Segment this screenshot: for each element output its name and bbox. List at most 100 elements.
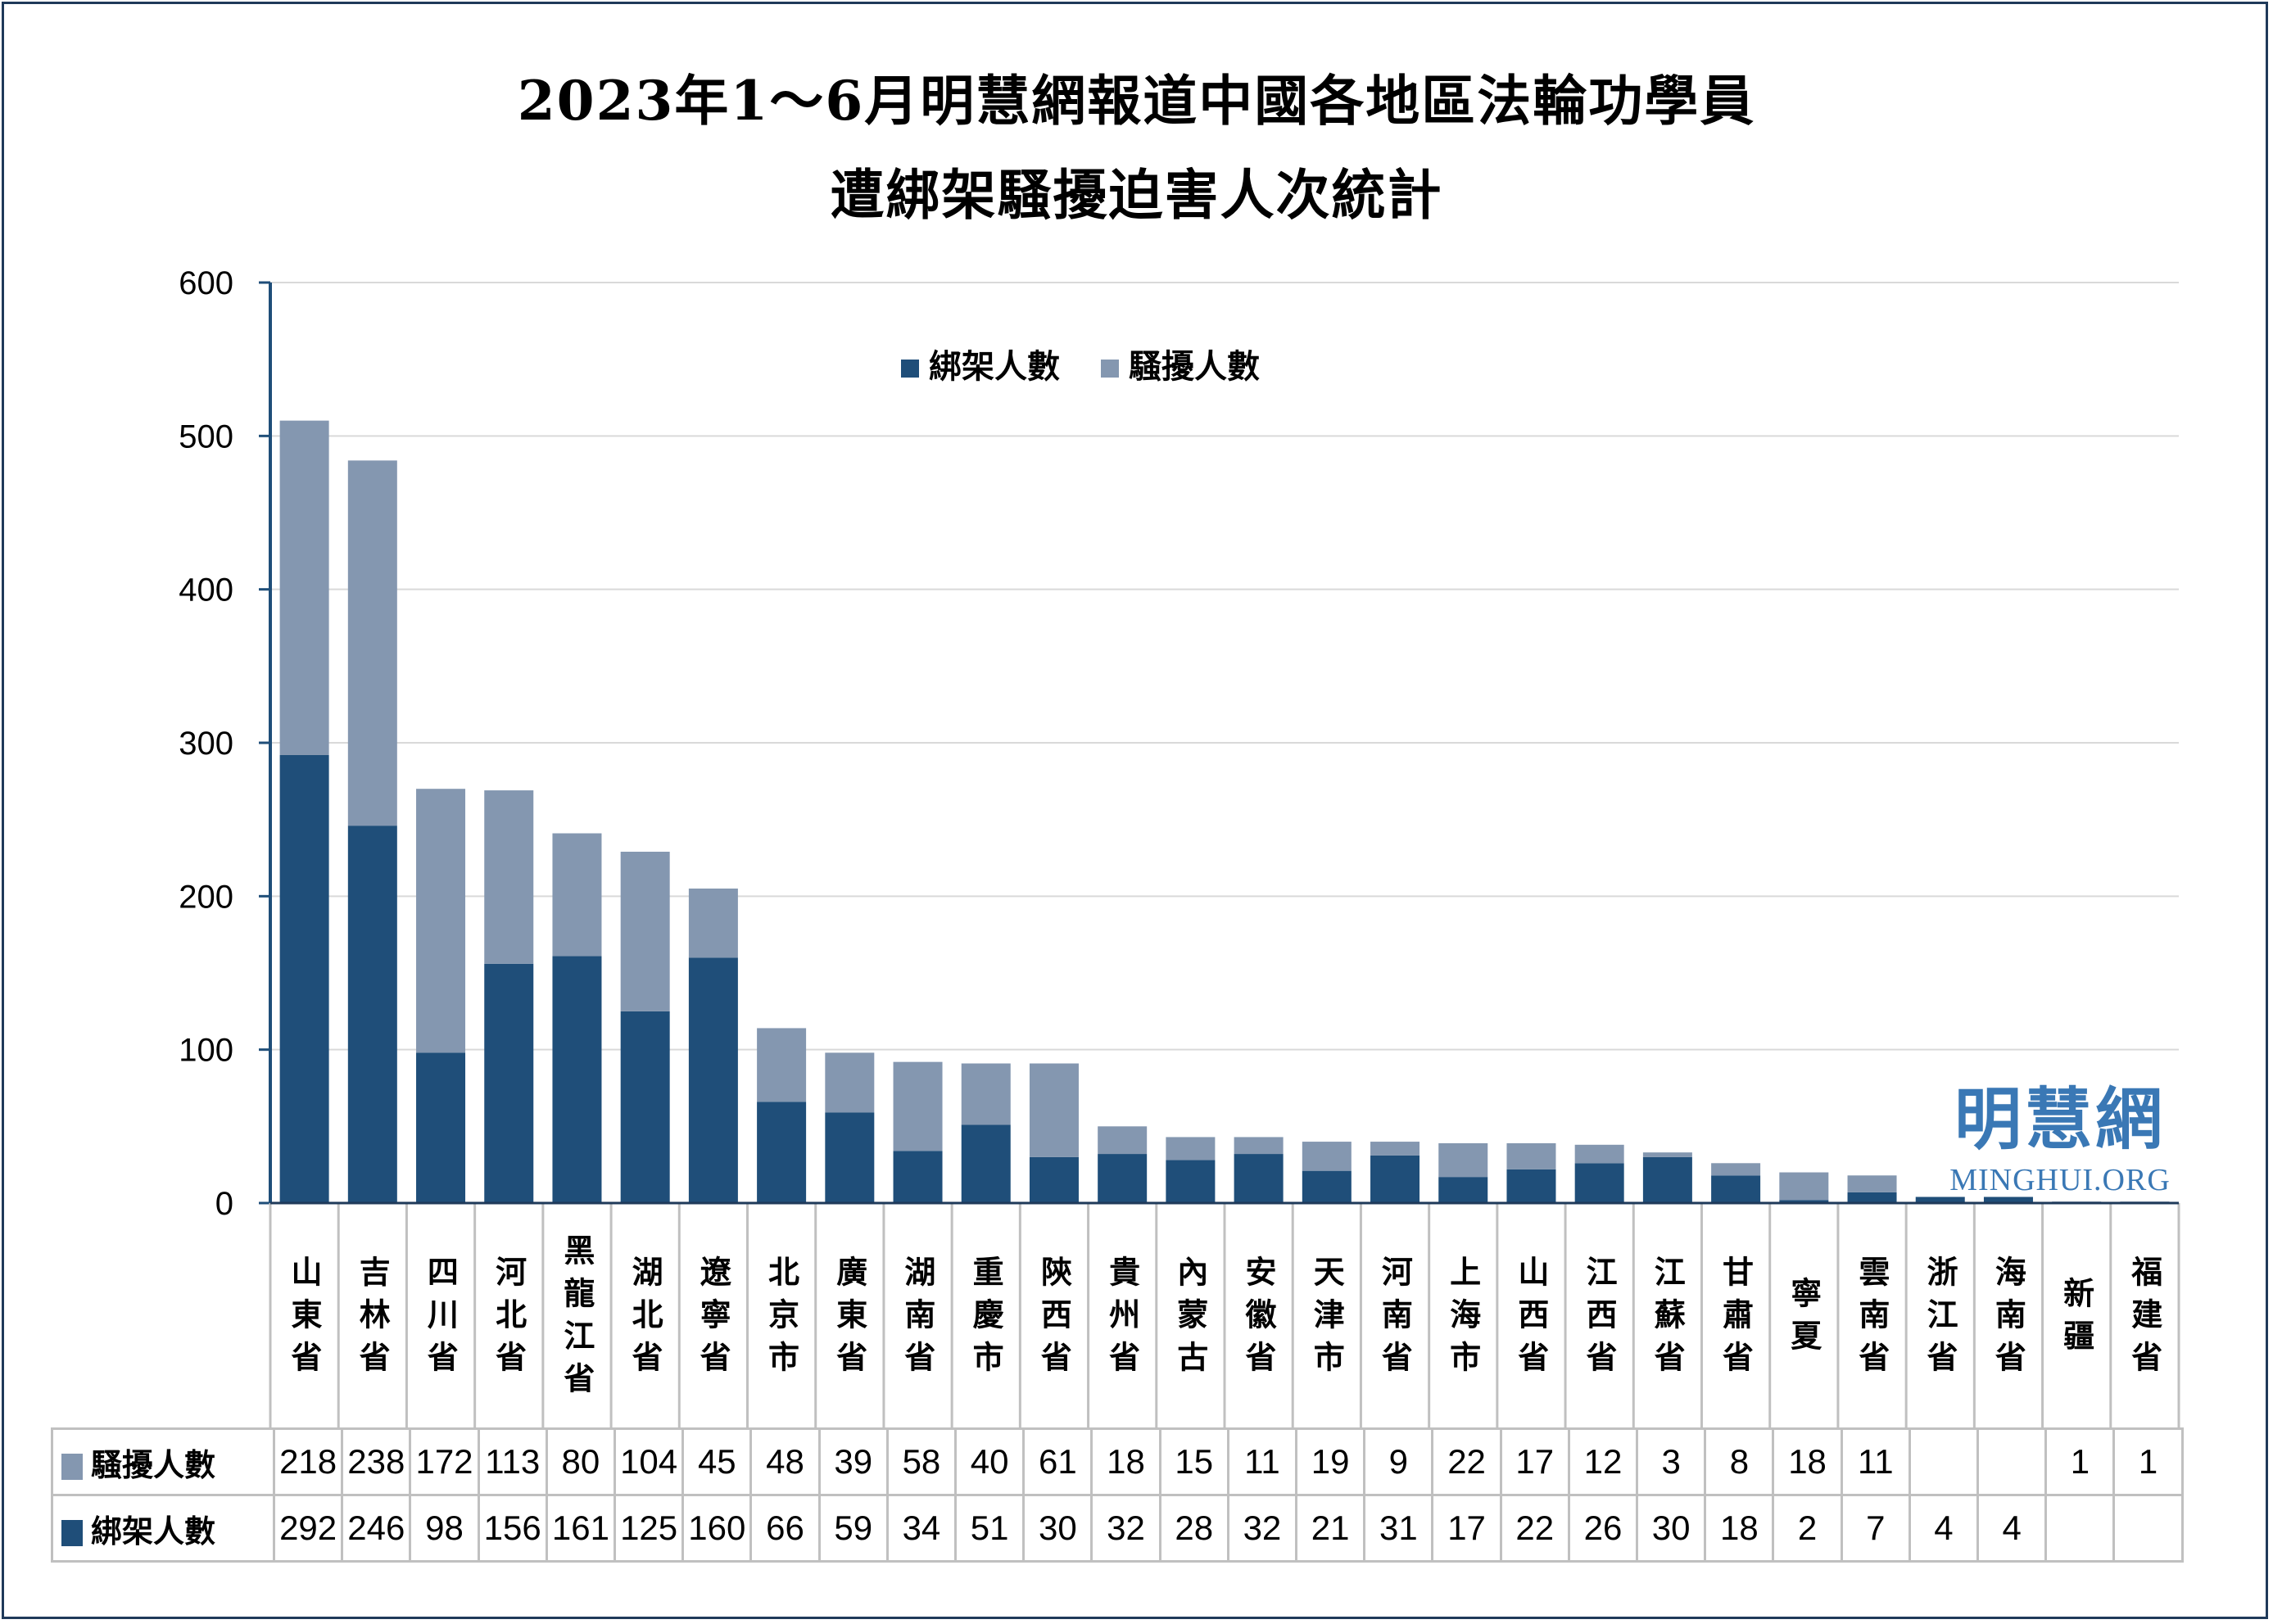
- table-cell: 21: [1295, 1494, 1366, 1563]
- category-label-text: 安徽省: [1240, 1255, 1276, 1383]
- category-label-text: 福建省: [2126, 1255, 2162, 1383]
- category-label-text: 吉林省: [354, 1255, 391, 1383]
- bar-segment: [1779, 1172, 1829, 1201]
- category-label: 吉林省: [338, 1210, 406, 1427]
- category-label: 浙江省: [1906, 1210, 1974, 1427]
- table-cell: 156: [477, 1494, 548, 1563]
- category-label: 福建省: [2111, 1210, 2179, 1427]
- category-label-text: 浙江省: [1922, 1255, 1958, 1383]
- table-cell: 104: [614, 1427, 685, 1496]
- table-cell: 4: [1976, 1494, 2048, 1563]
- table-cell: 30: [1022, 1494, 1093, 1563]
- table-cell: 18: [1704, 1494, 1775, 1563]
- category-label-text: 上海市: [1444, 1255, 1481, 1383]
- category-label: 河南省: [1361, 1210, 1429, 1427]
- y-tick-label: 200: [179, 879, 233, 915]
- table-cell: 11: [1840, 1427, 1911, 1496]
- legend-swatch: [61, 1454, 83, 1480]
- category-label: 廣東省: [816, 1210, 884, 1427]
- category-label-text: 河南省: [1376, 1255, 1413, 1383]
- table-cell: 40: [954, 1427, 1026, 1496]
- table-cell: 218: [272, 1427, 344, 1496]
- category-label: 山東省: [270, 1210, 338, 1427]
- y-tick-label: 600: [179, 265, 233, 301]
- category-label: 海南省: [1974, 1210, 2042, 1427]
- table-cell: 4: [1908, 1494, 1980, 1563]
- bar-segment: [1438, 1142, 1488, 1178]
- logo-text-zh: 明慧網: [1954, 1080, 2166, 1159]
- category-label: 甘肅省: [1702, 1210, 1770, 1427]
- category-label: 重慶市: [952, 1210, 1020, 1427]
- legend: 綁架人數 騷擾人數: [901, 340, 1260, 387]
- table-cell: 2: [1772, 1494, 1843, 1563]
- category-label: 湖北省: [611, 1210, 679, 1427]
- bar-segment: [757, 1102, 807, 1203]
- table-cell: 8: [1704, 1427, 1775, 1496]
- category-label: 四川省: [406, 1210, 474, 1427]
- legend-swatch: [901, 360, 919, 378]
- table-cell: 161: [545, 1494, 617, 1563]
- category-label-text: 山東省: [286, 1255, 322, 1383]
- table-cell: 45: [681, 1427, 753, 1496]
- bar-segment: [347, 460, 397, 826]
- category-label: 寧夏: [1770, 1210, 1838, 1427]
- category-label-text: 四川省: [422, 1255, 459, 1383]
- y-tick-label: 400: [179, 572, 233, 608]
- legend-label: 騷擾人數: [1129, 348, 1260, 386]
- bar-segment: [1166, 1137, 1216, 1160]
- category-label-text: 新疆: [2058, 1276, 2094, 1362]
- table-cell: 292: [272, 1494, 344, 1563]
- table-cell: 18: [1772, 1427, 1843, 1496]
- category-label-text: 內蒙古: [1171, 1255, 1208, 1383]
- bar-segment: [1098, 1154, 1148, 1203]
- category-label-text: 山西省: [1512, 1255, 1549, 1383]
- table-cell: 12: [1567, 1427, 1639, 1496]
- bar-segment: [1779, 1200, 1829, 1203]
- bar-segment: [484, 963, 534, 1203]
- bar-segment: [552, 833, 602, 957]
- category-label-text: 寧夏: [1785, 1276, 1822, 1362]
- table-row-kidnap: 綁架人數 292 246 98 156 161 125 160 66 59 34 51 30 32 28 3…: [51, 1494, 2184, 1563]
- category-label: 上海市: [1429, 1210, 1497, 1427]
- category-label-text: 河北省: [490, 1255, 527, 1383]
- category-label: 雲南省: [1838, 1210, 1906, 1427]
- y-tick-label: 300: [179, 726, 233, 762]
- bar-segment: [825, 1112, 875, 1203]
- category-label-text: 雲南省: [1853, 1255, 1890, 1383]
- bar-segment: [1506, 1169, 1556, 1203]
- category-label: 新疆: [2043, 1210, 2111, 1427]
- category-label: 內蒙古: [1157, 1210, 1225, 1427]
- bar-segment: [893, 1061, 943, 1151]
- category-label-text: 湖南省: [899, 1255, 935, 1383]
- table-cell: 17: [1499, 1427, 1570, 1496]
- bar-segment: [1574, 1144, 1624, 1164]
- table-cell: 80: [545, 1427, 617, 1496]
- category-label-text: 北京市: [763, 1255, 799, 1383]
- table-cell: 22: [1431, 1427, 1502, 1496]
- table-cell: 15: [1158, 1427, 1229, 1496]
- bar-segment: [1166, 1160, 1216, 1203]
- table-cell: 32: [1090, 1494, 1161, 1563]
- table-cell: 31: [1363, 1494, 1434, 1563]
- table-cell: [2044, 1494, 2116, 1563]
- bar-segment: [688, 888, 738, 958]
- bar-segment: [1642, 1152, 1692, 1157]
- legend-item-kidnap: 綁架人數: [901, 340, 1060, 387]
- table-cell: 26: [1567, 1494, 1639, 1563]
- table-cell: 59: [817, 1494, 889, 1563]
- bar-segment: [1983, 1197, 2033, 1203]
- table-cell: 19: [1295, 1427, 1366, 1496]
- bar-segment: [552, 956, 602, 1203]
- row-header: 綁架人數: [51, 1494, 275, 1563]
- table-cell: 30: [1636, 1494, 1707, 1563]
- table-cell: 1: [2112, 1427, 2184, 1496]
- bar-segment: [688, 957, 738, 1203]
- table-cell: 22: [1499, 1494, 1570, 1563]
- table-cell: 17: [1431, 1494, 1502, 1563]
- table-cell: 34: [885, 1494, 958, 1563]
- legend-swatch: [1101, 360, 1119, 378]
- table-cell: 18: [1090, 1427, 1161, 1496]
- bar-segment: [1711, 1163, 1761, 1176]
- table-cell: 238: [341, 1427, 412, 1496]
